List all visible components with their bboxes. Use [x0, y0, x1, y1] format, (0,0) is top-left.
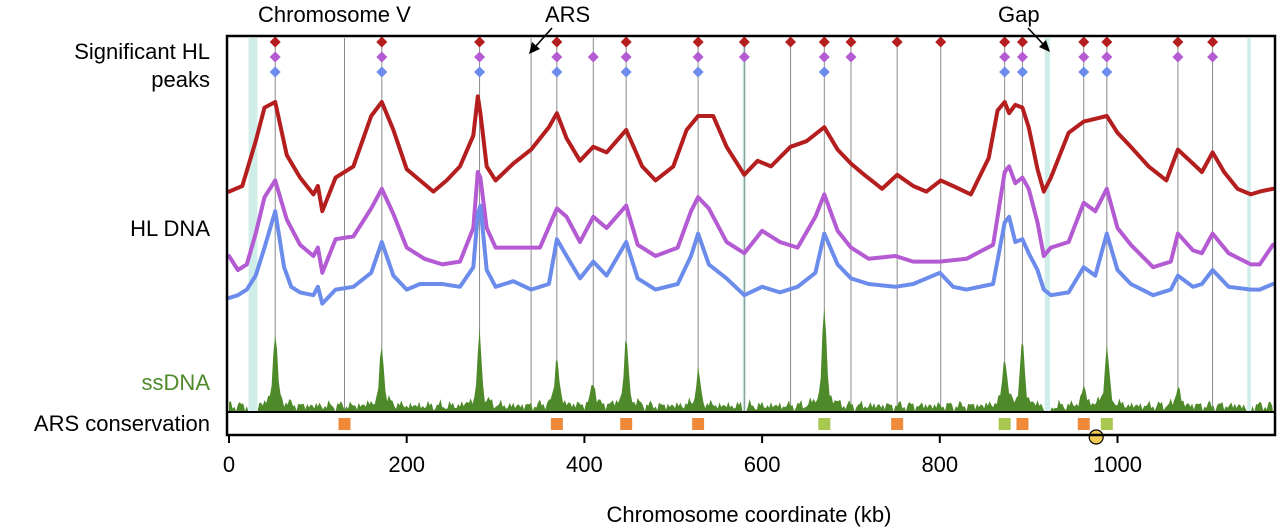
significant-peak-markers: [269, 36, 1219, 78]
peak-marker-purple-6: [692, 51, 704, 63]
peak-marker-purple-0: [269, 51, 281, 63]
peak-marker-purple-1: [376, 51, 388, 63]
peak-marker-red-0: [269, 36, 281, 48]
ars-box-3: [692, 418, 705, 430]
x-tick-label-1: 200: [388, 452, 425, 477]
ars-conservation-track: [227, 411, 1275, 445]
peak-marker-red-5: [692, 36, 704, 48]
gap-arrow-line: [1027, 27, 1044, 45]
ars-box-1: [550, 418, 563, 430]
ars-box-8: [1077, 418, 1090, 430]
peak-marker-blue-1: [376, 66, 388, 78]
peak-marker-red-2: [474, 36, 486, 48]
peak-marker-red-13: [1016, 36, 1028, 48]
gap-region-3: [1247, 38, 1251, 412]
ars-box-5: [891, 418, 904, 430]
x-tick-label-2: 400: [566, 452, 603, 477]
peak-marker-purple-15: [1207, 51, 1219, 63]
peak-marker-purple-8: [818, 51, 830, 63]
series-line-blue: [227, 203, 1275, 306]
label-ars-conservation: ARS conservation: [34, 411, 210, 436]
gap-region-2: [1044, 38, 1050, 412]
series-line-purple: [227, 164, 1275, 275]
label-ssdna: ssDNA: [142, 370, 211, 395]
peak-marker-red-6: [738, 36, 750, 48]
peak-marker-purple-2: [474, 51, 486, 63]
peak-marker-blue-8: [1016, 66, 1028, 78]
peak-marker-blue-7: [999, 66, 1011, 78]
peak-marker-purple-5: [620, 51, 632, 63]
peak-marker-purple-3: [551, 51, 563, 63]
x-tick-label-4: 800: [921, 452, 958, 477]
label-significant-hl: Significant HL: [74, 39, 210, 64]
peak-marker-blue-4: [620, 66, 632, 78]
peak-marker-red-17: [1207, 36, 1219, 48]
peak-marker-purple-11: [1016, 51, 1028, 63]
peak-marker-red-9: [845, 36, 857, 48]
ssdna-area: [229, 307, 1273, 412]
peak-marker-red-12: [999, 36, 1011, 48]
ars-box-4: [818, 418, 831, 430]
plot-frame: [225, 34, 1277, 437]
peak-marker-purple-9: [845, 51, 857, 63]
ars-box-0: [338, 418, 351, 430]
peak-marker-red-8: [818, 36, 830, 48]
gap-arrow-head: [1039, 40, 1050, 52]
peak-marker-blue-10: [1101, 66, 1113, 78]
ars-arrow-line: [535, 27, 553, 47]
peak-marker-purple-12: [1078, 51, 1090, 63]
series-line-red: [227, 94, 1275, 214]
ssdna-track: [229, 307, 1273, 412]
annotation-ars: ARS: [545, 2, 590, 27]
peak-marker-purple-10: [999, 51, 1011, 63]
peak-marker-red-15: [1101, 36, 1113, 48]
peak-marker-purple-4: [587, 51, 599, 63]
annotation-gap: Gap: [998, 2, 1040, 27]
peak-marker-red-7: [785, 36, 797, 48]
peak-marker-purple-13: [1101, 51, 1113, 63]
peak-marker-blue-9: [1078, 66, 1090, 78]
x-axis: 0 200 400 600 800 1000: [223, 435, 1142, 477]
peak-marker-red-16: [1172, 36, 1184, 48]
peak-marker-blue-0: [269, 66, 281, 78]
ars-box-7: [1016, 418, 1029, 430]
peak-marker-red-14: [1078, 36, 1090, 48]
peak-marker-purple-7: [738, 51, 750, 63]
hl-dna-series: [227, 94, 1275, 306]
ars-box-2: [620, 418, 633, 430]
ars-box-9: [1100, 418, 1113, 430]
peak-gridlines: [274, 38, 1214, 412]
label-hl-dna: HL DNA: [130, 216, 210, 241]
peak-marker-red-3: [551, 36, 563, 48]
peak-marker-red-4: [620, 36, 632, 48]
gap-region-0: [248, 38, 258, 412]
peak-marker-blue-6: [818, 66, 830, 78]
ars-box-6: [998, 418, 1011, 430]
x-tick-label-3: 600: [744, 452, 781, 477]
annotation-chromosome: Chromosome V: [258, 2, 411, 27]
peak-marker-red-10: [891, 36, 903, 48]
x-axis-label: Chromosome coordinate (kb): [607, 502, 892, 527]
peak-marker-red-11: [935, 36, 947, 48]
label-peaks: peaks: [151, 67, 210, 92]
peak-marker-blue-5: [692, 66, 704, 78]
x-tick-label-0: 0: [223, 452, 235, 477]
peak-marker-red-1: [376, 36, 388, 48]
peak-marker-blue-2: [474, 66, 486, 78]
peak-marker-blue-3: [551, 66, 563, 78]
x-tick-label-5: 1000: [1093, 452, 1142, 477]
centromere-marker: [1088, 429, 1104, 445]
ars-arrow-head: [529, 42, 540, 54]
peak-marker-purple-14: [1172, 51, 1184, 63]
